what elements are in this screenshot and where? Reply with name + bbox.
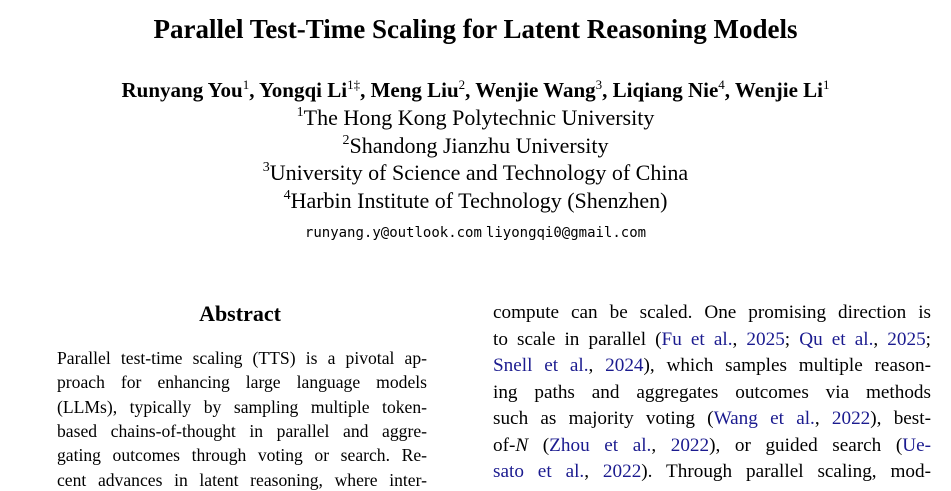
- citation: 2025: [746, 328, 785, 350]
- citation: Wang et al.: [713, 408, 815, 429]
- citation: 2024: [605, 355, 644, 376]
- affiliation: 3University of Science and Technology of…: [0, 160, 951, 186]
- paper-title: Parallel Test-Time Scaling for Latent Re…: [153, 14, 798, 44]
- author-separator: ,: [602, 78, 613, 102]
- citation: 2025: [887, 328, 926, 350]
- text-segment: ), best-: [870, 408, 931, 429]
- affiliation-mark: 2: [342, 132, 350, 148]
- abstract-line: gating outcomes through voting or search…: [57, 445, 427, 466]
- author-name: Yongqi Li: [258, 78, 348, 102]
- text-segment: ), which samples multiple reason-: [643, 355, 932, 376]
- affiliation: 1The Hong Kong Polytechnic University: [0, 105, 951, 131]
- email-list: runyang.y@outlook.com liyongqi0@gmail.com: [0, 225, 951, 241]
- author-separator: ,: [465, 78, 476, 102]
- body-text-line: such as majority voting (Wang et al., 20…: [493, 408, 931, 430]
- body-text-line: ing paths and aggregates outcomes via me…: [493, 382, 931, 404]
- author-name: Meng Liu: [370, 78, 459, 102]
- author-list: Runyang You1, Yongqi Li1‡, Meng Liu2, We…: [0, 77, 951, 103]
- author-separator: ,: [724, 78, 735, 102]
- author-affiliation-mark: 4: [718, 77, 725, 92]
- text-segment: ,: [588, 355, 606, 376]
- text-segment: ,: [873, 328, 888, 350]
- text-segment: to scale in parallel (: [493, 328, 662, 350]
- author-affiliation-mark: 2: [458, 77, 466, 92]
- citation: Qu et al.: [799, 328, 874, 350]
- citation: Fu et al.: [661, 328, 733, 350]
- abstract-heading: Abstract: [199, 301, 281, 326]
- author-affiliation-mark: 1: [242, 77, 250, 92]
- text-segment: such as majority voting (: [493, 408, 714, 429]
- citation: 2022: [831, 408, 871, 429]
- text-segment: ,: [814, 408, 832, 429]
- affiliation-mark: 4: [283, 188, 291, 204]
- abstract-line: (LLMs), typically by sampling multiple t…: [57, 396, 427, 417]
- text-segment: compute can be scaled. One promising dir…: [493, 302, 931, 323]
- abstract-line: Parallel test-time scaling (TTS) is a pi…: [57, 348, 427, 368]
- math-symbol: N: [515, 434, 529, 456]
- author-affiliation-mark: 3: [595, 77, 603, 92]
- affiliation-name: The Hong Kong Polytechnic University: [303, 105, 655, 130]
- abstract-line: proach for enhancing large language mode…: [57, 372, 427, 393]
- text-segment: ,: [651, 434, 671, 456]
- author-affiliation-mark: 1: [823, 77, 830, 92]
- body-text-line: compute can be scaled. One promising dir…: [493, 302, 931, 324]
- text-segment: of-: [493, 434, 516, 456]
- text-segment: ,: [732, 328, 747, 350]
- affiliation-name: Harbin Institute of Technology (Shenzhen…: [290, 188, 668, 214]
- text-segment: ;: [784, 328, 800, 350]
- author-separator: ,: [249, 78, 259, 102]
- text-segment: (: [528, 434, 550, 456]
- author-affiliation-mark: 1‡: [347, 77, 361, 92]
- affiliation: 4Harbin Institute of Technology (Shenzhe…: [0, 188, 951, 214]
- author-name: Wenjie Wang: [475, 78, 596, 102]
- body-text-line: sato et al., 2022). Through parallel sca…: [493, 461, 931, 483]
- body-text-line: of-N (Zhou et al., 2022), or guided sear…: [493, 435, 931, 457]
- citation: 2022: [602, 461, 642, 482]
- text-segment: ;: [925, 328, 931, 350]
- affiliation-name: Shandong Jianzhu University: [349, 132, 609, 158]
- author-name: Runyang You: [121, 78, 243, 102]
- author-separator: ,: [360, 78, 371, 102]
- author-name: Wenjie Li: [734, 78, 823, 102]
- citation: sato et al.: [493, 461, 585, 482]
- citation: Zhou et al.: [549, 434, 652, 456]
- affiliation-mark: 1: [296, 105, 304, 120]
- email: liyongqi0@gmail.com: [485, 225, 647, 241]
- affiliation-mark: 3: [262, 160, 270, 176]
- body-text-line: Snell et al., 2024), which samples multi…: [493, 355, 931, 377]
- citation: Ue-: [902, 434, 932, 456]
- email: runyang.y@outlook.com: [304, 225, 482, 241]
- citation: Snell et al.: [493, 355, 589, 376]
- citation: 2022: [670, 434, 710, 456]
- text-segment: ,: [584, 461, 603, 482]
- page: { "header": { "title": "Parallel Test-Ti…: [0, 14, 951, 490]
- text-segment: ), or guided search (: [709, 434, 903, 456]
- author-name: Liqiang Nie: [612, 78, 719, 102]
- abstract-line: cent advances in latent reasoning, where…: [57, 469, 427, 490]
- text-segment: ing paths and aggregates outcomes via me…: [493, 381, 931, 403]
- body-text-line: to scale in parallel (Fu et al., 2025; Q…: [493, 329, 931, 351]
- affiliation: 2Shandong Jianzhu University: [0, 133, 951, 159]
- text-segment: ). Through parallel scaling, mod-: [641, 461, 932, 482]
- abstract-line: based chains-of-thought in parallel and …: [57, 420, 427, 441]
- affiliation-name: University of Science and Technology of …: [269, 160, 689, 186]
